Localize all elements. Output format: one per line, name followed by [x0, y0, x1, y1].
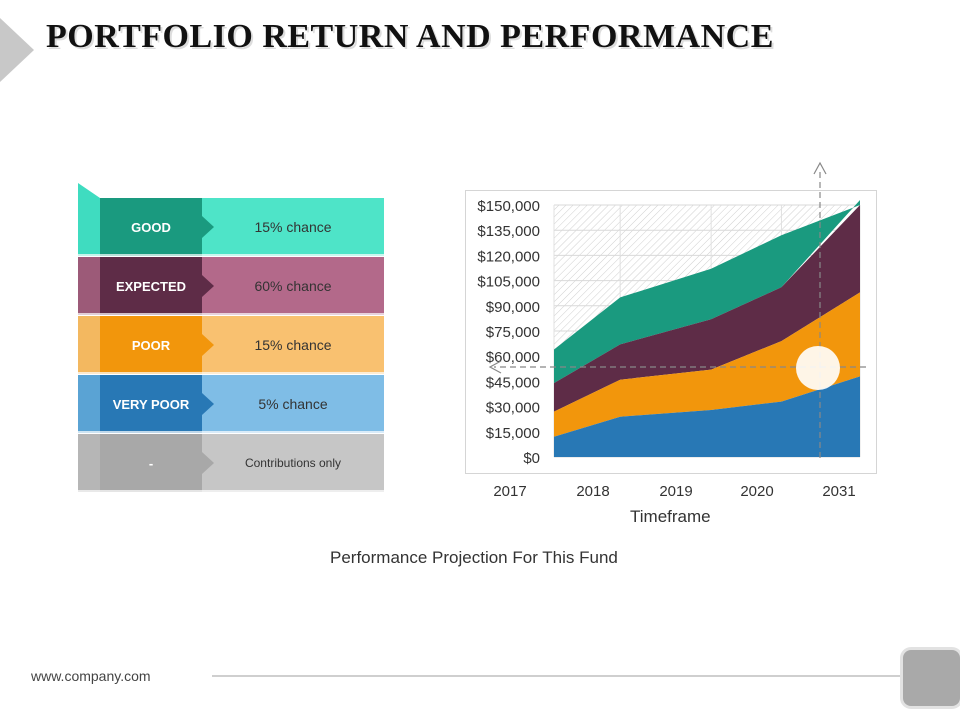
scenario-value: 15% chance: [202, 198, 384, 256]
y-tick-label: $30,000: [486, 400, 540, 417]
scenario-side-cap: [78, 183, 100, 198]
target-marker-icon: [796, 346, 840, 390]
scenario-label: POOR: [100, 316, 214, 374]
footer-decoration: [903, 650, 960, 706]
row-separator: [78, 431, 388, 433]
y-tick-label: $15,000: [486, 425, 540, 442]
x-tick-label: 2019: [659, 483, 692, 500]
x-axis-title: Timeframe: [630, 507, 711, 526]
arrow-up-icon: [813, 161, 827, 175]
y-tick-label: $90,000: [486, 299, 540, 316]
scenario-side: [78, 257, 100, 315]
row-separator: [78, 372, 388, 374]
area-poor: [554, 292, 860, 437]
scenario-value: Contributions only: [202, 434, 384, 492]
scenario-value: 15% chance: [202, 316, 384, 374]
scenario-row: 15% chance GOOD: [78, 198, 388, 256]
page-title: PORTFOLIO RETURN AND PERFORMANCE: [46, 18, 774, 55]
arrow-left-icon: [488, 360, 502, 374]
scenario-row: 15% chance POOR: [78, 316, 388, 374]
y-tick-label: $105,000: [477, 274, 540, 291]
row-separator: [78, 490, 388, 492]
y-tick-label: $75,000: [486, 324, 540, 341]
scenario-label: EXPECTED: [100, 257, 214, 315]
footer-divider: [212, 675, 902, 677]
scenario-table: 15% chance GOOD 60% chance EXPECTED 15% chan…: [78, 183, 388, 493]
y-tick-label: $120,000: [477, 248, 540, 265]
scenario-label-text: POOR: [131, 337, 171, 353]
arrow-right-icon: [202, 275, 214, 297]
x-tick-label: 2020: [740, 483, 773, 500]
scenario-value: 60% chance: [202, 257, 384, 315]
area-very-poor: [554, 376, 860, 457]
scenario-value: 5% chance: [202, 375, 384, 433]
scenario-label-text: GOOD: [131, 219, 171, 235]
scenario-row: 5% chance VERY POOR: [78, 375, 388, 433]
y-tick-label: $135,000: [477, 223, 540, 240]
scenario-label-text: EXPECTED: [115, 278, 187, 294]
y-tick-label: $45,000: [486, 374, 540, 391]
x-tick-label: 2017: [493, 483, 526, 500]
scenario-label: -: [100, 434, 214, 492]
arrow-right-icon: [202, 452, 214, 474]
scenario-side: [78, 434, 100, 492]
scenario-side: [78, 316, 100, 374]
footer-url[interactable]: www.company.com: [31, 668, 151, 684]
scenario-side: [78, 198, 100, 256]
chart-frame: [465, 190, 877, 474]
area-good: [554, 200, 860, 384]
row-separator: [78, 254, 388, 256]
area-expected: [554, 205, 860, 412]
scenario-side: [78, 375, 100, 433]
scenario-label-text: -: [148, 455, 154, 471]
chart-caption: Performance Projection For This Fund: [330, 548, 618, 567]
scenario-label-text: VERY POOR: [112, 396, 190, 412]
y-tick-label: $0: [523, 450, 540, 467]
x-tick-label: 2031: [822, 483, 855, 500]
x-tick-label: 2018: [576, 483, 609, 500]
scenario-row: Contributions only -: [78, 434, 388, 492]
arrow-right-icon: [202, 216, 214, 238]
corner-decoration: [0, 18, 34, 82]
scenario-row: 60% chance EXPECTED: [78, 257, 388, 315]
arrow-right-icon: [202, 334, 214, 356]
y-tick-label: $150,000: [477, 198, 540, 215]
y-tick-label: $60,000: [486, 349, 540, 366]
row-separator: [78, 313, 388, 315]
scenario-label: GOOD: [100, 198, 214, 256]
arrow-right-icon: [202, 393, 214, 415]
scenario-label: VERY POOR: [100, 375, 214, 433]
